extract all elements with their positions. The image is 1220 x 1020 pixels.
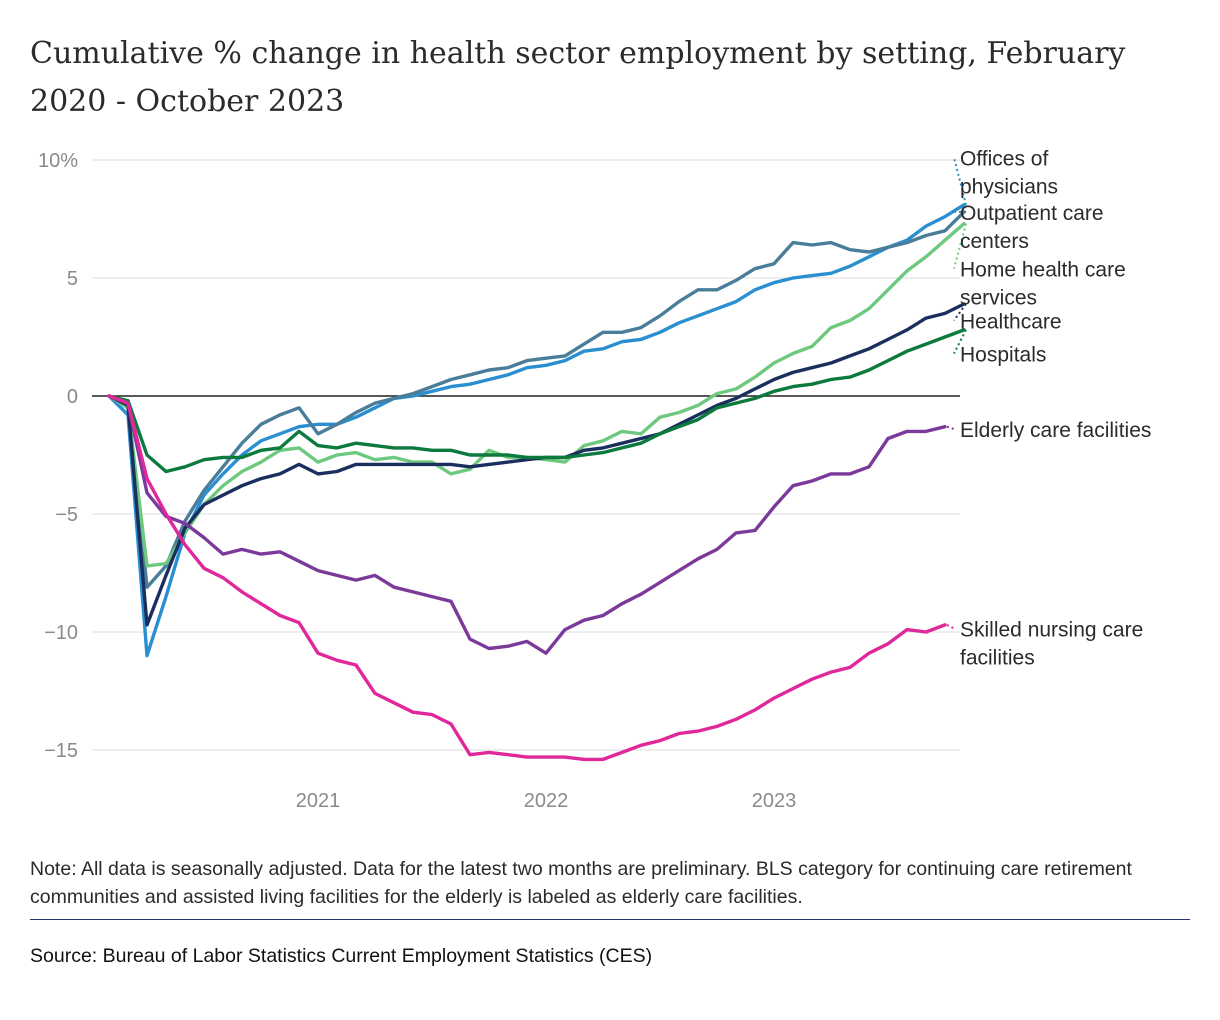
series-line-elderly-care-facilities (107, 394, 947, 655)
chart-source: Source: Bureau of Labor Statistics Curre… (30, 945, 653, 967)
gridlines (92, 159, 960, 751)
line-chart: 10% 5 0 −5 −10 −15 2021 2022 2023 Offices of phy… (38, 148, 1151, 812)
label-connector (946, 624, 955, 630)
label-connector (953, 303, 967, 322)
y-tick-label: 5 (67, 268, 78, 290)
series-line-outpatient-care-centers (107, 210, 966, 589)
series-label-hospitals: Hospitals (960, 344, 1046, 367)
series-label-home-health-care-services: Home health care services (960, 259, 1126, 310)
series-line-offices-of-physicians (107, 203, 966, 658)
series-label-healthcare: Healthcare (960, 310, 1062, 333)
x-tick-label: 2021 (296, 790, 341, 812)
y-tick-label: −15 (44, 740, 78, 762)
series-label-skilled-nursing-care-facilities: Skilled nursing care facilities (960, 618, 1143, 669)
y-axis-ticks: 10% 5 0 −5 −10 −15 (38, 150, 78, 762)
series-label-elderly-care-facilities: Elderly care facilities (960, 419, 1151, 442)
series-line-home-health-care-services (107, 221, 966, 568)
series-line-skilled-nursing-care-facilities (107, 394, 947, 762)
series-lines (107, 203, 966, 762)
y-tick-label: 10% (38, 150, 78, 172)
y-tick-label: 0 (67, 386, 78, 408)
series-label-outpatient-care-centers: Outpatient care centers (960, 202, 1104, 253)
x-axis-ticks: 2021 2022 2023 (296, 790, 797, 812)
series-line-healthcare (107, 302, 966, 627)
label-connector (953, 157, 967, 206)
divider (30, 919, 1190, 920)
x-tick-label: 2023 (752, 790, 797, 812)
label-connector (946, 425, 955, 430)
x-tick-label: 2022 (524, 790, 569, 812)
series-line-hospitals (107, 328, 966, 474)
chart-title: Cumulative % change in health sector emp… (30, 36, 1126, 119)
chart-note: Note: All data is seasonally adjusted. D… (30, 858, 1132, 908)
y-tick-label: −10 (44, 622, 78, 644)
series-label-offices-of-physicians: Offices of physicians (960, 148, 1058, 199)
y-tick-label: −5 (55, 504, 78, 526)
